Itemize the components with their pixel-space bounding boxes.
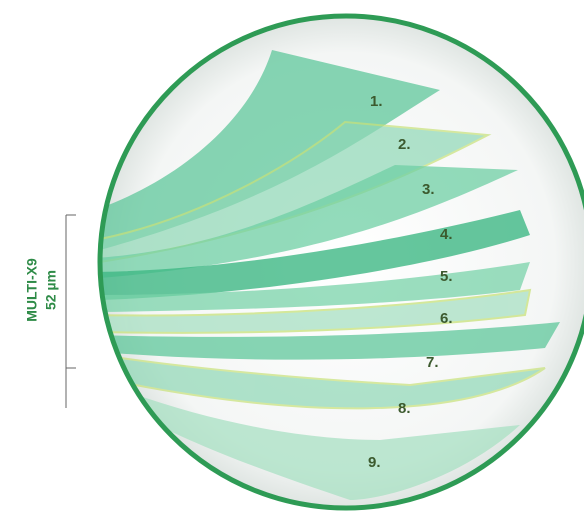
layer-label: 5. [440, 268, 453, 285]
thickness: 52 µm [43, 270, 59, 310]
layer-sheet [100, 50, 440, 250]
layer-label: 7. [426, 354, 439, 371]
layer-label: 2. [398, 136, 411, 153]
layer-sheet [100, 288, 532, 334]
lens-border [97, 13, 584, 511]
layer-label: 3. [422, 181, 435, 198]
layer-sheet [100, 322, 560, 360]
product-name: MULTI-X9 [24, 258, 40, 322]
layer-sheet [100, 210, 530, 300]
layer-sheet [100, 353, 546, 410]
layers [100, 50, 560, 500]
bracket [65, 214, 76, 408]
layer-label: 8. [398, 400, 411, 417]
layer-label: 4. [440, 226, 453, 243]
layer-sheet [110, 385, 520, 500]
layer-label: 9. [368, 454, 381, 471]
layer-sheet [100, 262, 530, 312]
layer-label: 6. [440, 310, 453, 327]
layer-labels: 1. 2. 3. 4. 5. 6. 7. 8. 9. [368, 93, 453, 471]
layer-label: 1. [370, 93, 383, 110]
layer-sheet [100, 165, 518, 278]
